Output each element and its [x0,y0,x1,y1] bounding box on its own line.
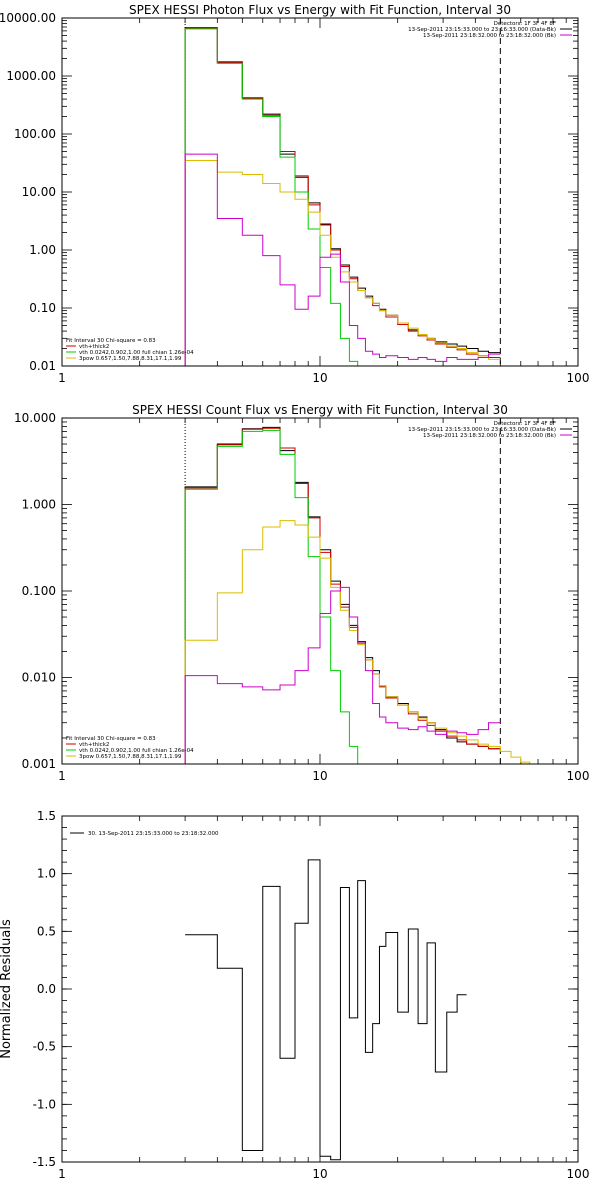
y-tick-label: -1.0 [33,1097,56,1111]
series-data-bk-line [184,426,501,764]
detector-legend-text: 13-Sep-2011 23:18:32.000 to 23:18:32.000… [423,433,556,439]
plot-frame [61,17,579,367]
fit-legend-text: 3pow 0.657,1.50,7.88,8.31,17.1,1.99 [79,356,182,362]
plot-area [185,859,467,1161]
fit-legend-text: 3pow 0.657,1.50,7.88,8.31,17.1,1.99 [79,754,182,760]
y-tick-label: 0.5 [37,924,56,938]
y-tick-label: -0.5 [33,1040,56,1054]
chart-title: SPEX HESSI Photon Flux vs Energy with Fi… [129,3,511,17]
y-tick-label: 10000.00 [0,11,56,25]
residual-legend: 30. 13-Sep-2011 23:15:33.000 to 23:18:32… [70,831,219,837]
x-tick-label: 1 [58,769,66,783]
chart-title: SPEX HESSI Count Flux vs Energy with Fit… [132,403,508,417]
y-tick-label: 0.0 [37,982,56,996]
series-vth-line [184,28,359,366]
y-tick-label: 1.5 [37,809,56,823]
y-tick-label: 0.10 [29,301,56,315]
fit-legend-text: Fit Interval 30 Chi-square = 0.83 [66,338,156,344]
x-tick-label: 10 [312,371,327,385]
y-tick-label: 10.000 [14,411,56,425]
fit-legend-text: Fit Interval 30 Chi-square = 0.83 [66,736,156,742]
residuals-panel: Normalized Residuals 1 10 100 -1.5 -1.0 -0.5 0.… [0,809,589,1181]
x-tick-label: 1 [58,371,66,385]
series-bk-line [184,153,501,366]
plot-frame [61,417,579,765]
y-axis-label: Normalized Residuals [0,919,14,1059]
detector-legend-text: Detectors: 1F 3F 4F 8F [494,21,556,27]
x-tick-label: 10 [312,1167,327,1181]
fit-legend-text: vth+thick2 [79,344,109,350]
plot-area [184,426,531,764]
series-3pow-line [184,520,531,764]
count-flux-panel: SPEX HESSI Count Flux vs Energy with Fit… [14,403,590,783]
fit-legend-text: vth+thick2 [79,742,109,748]
y-tick-label: 10.00 [22,185,56,199]
series-vth-thick2-line [184,27,501,366]
series-30-line [185,859,467,1161]
x-tick-label: 100 [567,371,590,385]
y-tick-label: 0.010 [22,671,56,685]
detector-legend-text: 13-Sep-2011 23:18:32.000 to 23:18:32.000… [423,33,556,39]
residual-legend-text: 30. 13-Sep-2011 23:15:33.000 to 23:18:32… [88,831,219,837]
detector-legend-text: 13-Sep-2011 23:15:33.000 to 23:16:33.000… [408,427,556,433]
series-data-bk-line [184,27,501,366]
y-tick-label: 100.00 [14,127,56,141]
series-vth-line [184,429,359,764]
y-tick-label: 0.001 [22,757,56,771]
detector-legend-text: Detectors: 1F 3F 4F 8F [494,421,556,427]
plot-frame [61,815,579,1163]
fit-legend: Fit Interval 30 Chi-square = 0.83vth+thi… [66,338,194,362]
plot-area [184,27,501,366]
x-tick-label: 100 [567,1167,590,1181]
fit-legend-text: vth 0.0242,0.902,1.00 full chian 1.26e-0… [79,748,194,754]
x-tick-label: 100 [567,769,590,783]
y-tick-label: 0.01 [29,359,56,373]
fit-legend: Fit Interval 30 Chi-square = 0.83vth+thi… [66,736,194,760]
series-bk-line [184,586,501,764]
x-tick-label: 10 [312,769,327,783]
series-3pow-line [184,159,501,366]
y-tick-label: 1.00 [29,243,56,257]
y-tick-label: 1.0 [37,867,56,881]
detector-legend-text: 13-Sep-2011 23:15:33.000 to 23:16:33.000… [408,27,556,33]
fit-legend-text: vth 0.0242,0.902,1.00 full chian 1.26e-0… [79,350,194,356]
y-tick-label: 1000.00 [6,69,56,83]
y-tick-label: 1.000 [22,498,56,512]
y-tick-label: 0.100 [22,584,56,598]
x-tick-label: 1 [58,1167,66,1181]
y-tick-label: -1.5 [33,1155,56,1169]
photon-flux-panel: SPEX HESSI Photon Flux vs Energy with Fi… [0,3,590,385]
